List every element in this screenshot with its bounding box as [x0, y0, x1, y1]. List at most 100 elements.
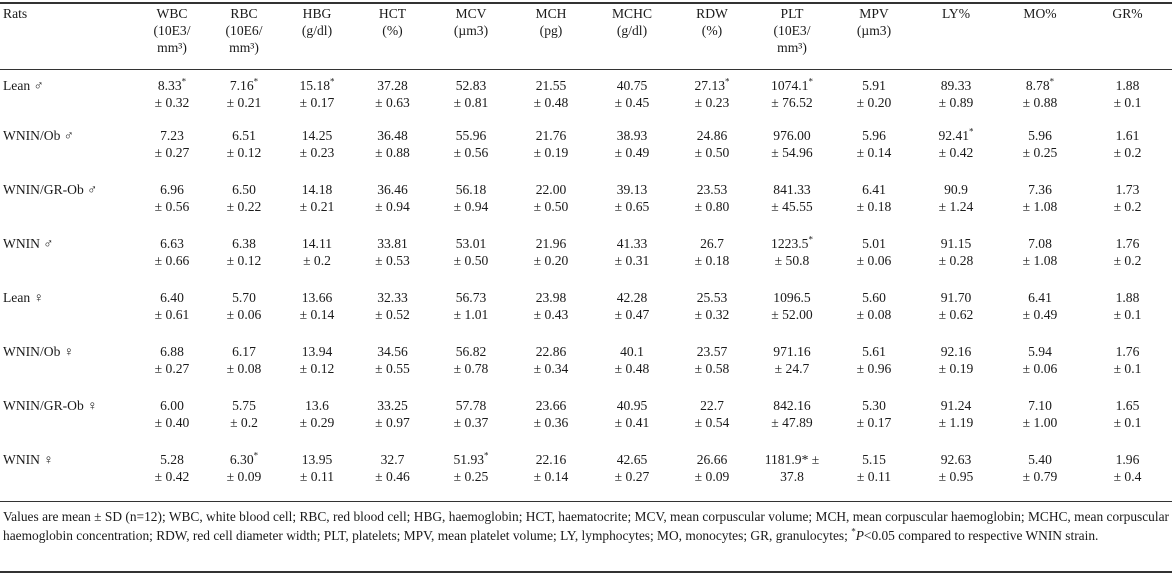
cell-sd: ± 0.95 — [938, 469, 974, 484]
cell-mean-line: 7.08 — [997, 235, 1083, 252]
cell-mean: 5.01 — [862, 236, 886, 251]
cell-sd: ± 0.18 — [694, 253, 730, 268]
cell-sd: ± 24.7 — [774, 361, 810, 376]
cell-sd: ± 0.45 — [614, 95, 650, 110]
cell-mean-line: 6.30* — [208, 451, 280, 468]
table-cell: 24.86 ± 0.50 — [673, 123, 751, 177]
cell-sd: ± 0.55 — [375, 361, 410, 376]
table-bottom-rule — [0, 501, 1172, 502]
table-cell: 5.96 ± 0.25 — [997, 123, 1083, 177]
table-cell: 1.73 ± 0.2 — [1083, 177, 1172, 231]
table-cell: 6.50 ± 0.22 — [208, 177, 280, 231]
table-cell: 7.36 ± 1.08 — [997, 177, 1083, 231]
cell-mean: 5.91 — [862, 78, 886, 93]
cell-mean-line: 1.65 — [1083, 397, 1172, 414]
significance-marker: * — [484, 450, 489, 461]
cell-sd: ± 0.62 — [938, 307, 974, 322]
cell-sd: ± 0.29 — [299, 415, 335, 430]
table-cell: 14.18 ± 0.21 — [280, 177, 354, 231]
column-header-line: (µm3) — [856, 23, 892, 38]
table-cell: 841.33 ± 45.55 — [751, 177, 833, 231]
column-header-line: GR% — [1112, 6, 1143, 21]
cell-mean: 6.41 — [1028, 290, 1052, 305]
cell-sd: ± 0.20 — [533, 253, 569, 268]
table-cell: 1.88 ± 0.1 — [1083, 285, 1172, 339]
cell-sd: ± 0.25 — [453, 469, 489, 484]
table-cell: 5.61 ± 0.96 — [833, 339, 915, 393]
column-header-line: (%) — [382, 23, 403, 38]
table-row: Lean ♂ 8.33* ± 0.32 7.16* ± 0.21 15.18* ± 0.17… — [0, 69, 1172, 123]
column-header-line: PLT — [780, 6, 804, 21]
cell-mean-line: 8.78* — [997, 77, 1083, 94]
cell-mean: 22.7 — [700, 398, 724, 413]
cell-mean: 5.70 — [232, 290, 256, 305]
cell-mean-line: 6.51 — [208, 127, 280, 144]
cell-mean-line: 34.56 — [354, 343, 431, 360]
cell-sd: ± 0.09 — [694, 469, 730, 484]
cell-sd: ± 0.50 — [533, 199, 569, 214]
cell-mean: 39.13 — [616, 182, 648, 197]
footnote-star: * — [851, 526, 856, 537]
cell-mean-line: 13.66 — [280, 289, 354, 306]
table-cell: 1223.5* ± 50.8 — [751, 231, 833, 285]
table-cell: 15.18* ± 0.17 — [280, 69, 354, 123]
table-cell: 21.96 ± 0.20 — [511, 231, 591, 285]
cell-sd: ± 0.28 — [938, 253, 974, 268]
cell-mean-line: 22.00 — [511, 181, 591, 198]
cell-mean: 34.56 — [377, 344, 408, 359]
cell-sd: ± 0.22 — [226, 199, 262, 214]
cell-mean: 1096.5 — [773, 290, 811, 305]
cell-mean-line: 1.61 — [1083, 127, 1172, 144]
cell-mean-line: 5.75 — [208, 397, 280, 414]
cell-mean-line: 89.33 — [915, 77, 997, 94]
table-cell: 40.75 ± 0.45 — [591, 69, 673, 123]
column-header-line: MO% — [1023, 6, 1057, 21]
cell-sd: ± 1.08 — [1022, 199, 1058, 214]
cell-mean: 23.98 — [535, 290, 567, 305]
cell-mean: 1181.9 — [764, 452, 802, 467]
cell-sd: ± 0.19 — [938, 361, 974, 376]
cell-mean-line: 1.76 — [1083, 343, 1172, 360]
column-header-line: MPV — [859, 6, 889, 21]
cell-mean: 24.86 — [696, 128, 728, 143]
row-label: WNIN/Ob ♀ — [3, 344, 74, 359]
cell-sd: ± 0.14 — [856, 145, 892, 160]
table-cell: 6.40 ± 0.61 — [136, 285, 208, 339]
cell-sd: ± 0.1 — [1113, 361, 1142, 376]
table-cell: 1.65 ± 0.1 — [1083, 393, 1172, 447]
table-cell: 976.00 ± 54.96 — [751, 123, 833, 177]
cell-mean: 6.00 — [160, 398, 184, 413]
cell-sd: ± 0.81 — [453, 95, 489, 110]
cell-sd: ± 0.11 — [299, 469, 335, 484]
cell-mean: 53.01 — [455, 236, 487, 251]
cell-mean-line: 1.88 — [1083, 289, 1172, 306]
cell-sd: ± 0.88 — [375, 145, 410, 160]
header-rule — [0, 69, 1172, 70]
cell-mean-line: 42.28 — [591, 289, 673, 306]
cell-mean-line: 8.33* — [136, 77, 208, 94]
cell-sd: ± 0.1 — [1113, 307, 1142, 322]
cell-sd: ± 0.97 — [375, 415, 410, 430]
cell-mean: 5.75 — [232, 398, 256, 413]
table-cell: 36.48 ± 0.88 — [354, 123, 431, 177]
cell-mean-line: 25.53 — [673, 289, 751, 306]
cell-sd: ± 0.63 — [375, 95, 410, 110]
cell-mean: 56.18 — [455, 182, 487, 197]
cell-sd: ± 0.2 — [1113, 145, 1142, 160]
table-cell: 40.95 ± 0.41 — [591, 393, 673, 447]
column-header-line: (µm3) — [453, 23, 489, 38]
table-cell: 5.40 ± 0.79 — [997, 447, 1083, 501]
cell-sd: ± 0.46 — [375, 469, 410, 484]
table-cell: 6.41 ± 0.18 — [833, 177, 915, 231]
cell-mean-line: 91.70 — [915, 289, 997, 306]
row-label: WNIN ♀ — [3, 452, 54, 467]
table-cell: 33.81 ± 0.53 — [354, 231, 431, 285]
cell-mean-line: 6.00 — [136, 397, 208, 414]
cell-sd: ± 1.00 — [1022, 415, 1058, 430]
cell-mean: 6.17 — [232, 344, 256, 359]
cell-mean: 5.61 — [862, 344, 886, 359]
significance-marker: * — [253, 76, 259, 87]
cell-sd: ± 0.21 — [226, 95, 262, 110]
cell-mean-line: 91.24 — [915, 397, 997, 414]
cell-sd: ± 0.54 — [694, 415, 730, 430]
